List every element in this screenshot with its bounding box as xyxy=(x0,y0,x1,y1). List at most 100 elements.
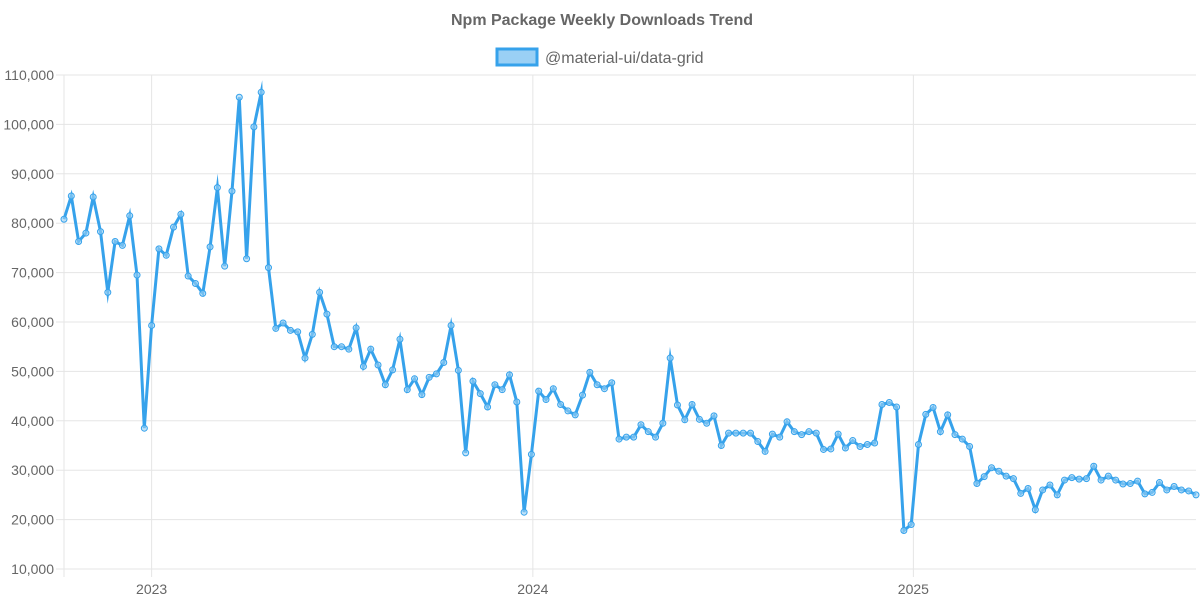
data-point xyxy=(1068,474,1076,482)
data-point xyxy=(257,88,265,96)
data-point xyxy=(323,310,331,318)
data-point xyxy=(213,184,221,192)
y-tick-label: 40,000 xyxy=(11,413,54,429)
data-point xyxy=(352,324,360,332)
data-point xyxy=(659,419,667,427)
data-point xyxy=(97,228,105,236)
data-point xyxy=(425,373,433,381)
data-point xyxy=(82,229,90,237)
data-point xyxy=(1163,486,1171,494)
data-point xyxy=(294,328,302,336)
y-tick-label: 50,000 xyxy=(11,363,54,379)
data-point xyxy=(586,368,594,376)
data-point xyxy=(330,343,338,351)
data-point xyxy=(710,412,718,420)
data-point xyxy=(834,430,842,438)
data-point xyxy=(155,245,163,253)
data-point xyxy=(1119,480,1127,488)
data-point xyxy=(279,319,287,327)
data-point xyxy=(644,428,652,436)
data-point xyxy=(666,354,674,362)
data-point xyxy=(739,429,747,437)
data-point xyxy=(454,366,462,374)
legend[interactable]: @material-ui/data-grid xyxy=(495,47,704,67)
data-point xyxy=(206,243,214,251)
data-point xyxy=(1148,488,1156,496)
data-point xyxy=(768,430,776,438)
data-point xyxy=(615,435,623,443)
data-point xyxy=(527,450,535,458)
data-point xyxy=(703,419,711,427)
data-point xyxy=(1082,475,1090,483)
data-point xyxy=(476,390,484,398)
data-point xyxy=(936,428,944,436)
data-point xyxy=(126,212,134,220)
data-point xyxy=(469,377,477,385)
data-point xyxy=(345,345,353,353)
legend-label[interactable]: @material-ui/data-grid xyxy=(545,50,704,67)
data-point xyxy=(374,361,382,369)
data-point xyxy=(1002,472,1010,480)
x-tick-label: 2023 xyxy=(136,581,167,597)
data-point xyxy=(754,438,762,446)
data-point xyxy=(513,398,521,406)
data-point xyxy=(484,403,492,411)
data-point xyxy=(1009,475,1017,483)
data-point xyxy=(812,429,820,437)
data-point xyxy=(579,391,587,399)
data-point xyxy=(396,335,404,343)
data-point xyxy=(148,321,156,329)
data-point xyxy=(929,403,937,411)
data-point xyxy=(988,464,996,472)
y-tick-label: 110,000 xyxy=(4,67,54,83)
data-point xyxy=(1155,479,1163,487)
data-point xyxy=(1141,490,1149,498)
data-point xyxy=(673,401,681,409)
data-point xyxy=(140,424,148,432)
data-point xyxy=(505,371,513,379)
data-point xyxy=(264,264,272,272)
data-point xyxy=(1017,489,1025,497)
data-point xyxy=(1024,484,1032,492)
data-point xyxy=(1104,472,1112,480)
data-point xyxy=(418,391,426,399)
data-point xyxy=(440,359,448,367)
data-point xyxy=(966,442,974,450)
y-tick-label: 100,000 xyxy=(3,116,54,132)
data-point xyxy=(389,366,397,374)
data-point xyxy=(462,449,470,457)
y-tick-label: 70,000 xyxy=(11,265,54,281)
data-point xyxy=(1061,476,1069,484)
data-point xyxy=(272,324,280,332)
chart-title: Npm Package Weekly Downloads Trend xyxy=(451,12,753,29)
data-point xyxy=(243,255,251,263)
data-point xyxy=(250,123,258,131)
data-point xyxy=(776,433,784,441)
data-point xyxy=(118,241,126,249)
x-tick-label: 2024 xyxy=(517,581,548,597)
x-axis: 2023 2024 2025 xyxy=(136,581,929,597)
data-point xyxy=(301,354,309,362)
data-point xyxy=(608,379,616,387)
y-axis: 10,000 20,000 30,000 40,000 50,000 60,000 70,0… xyxy=(3,67,54,577)
y-tick-label: 90,000 xyxy=(11,166,54,182)
data-point xyxy=(863,441,871,449)
data-point xyxy=(805,428,813,436)
data-point xyxy=(89,193,97,201)
data-point xyxy=(695,415,703,423)
data-point xyxy=(1126,480,1134,488)
gridlines xyxy=(56,74,1196,577)
data-point xyxy=(411,375,419,383)
data-point xyxy=(798,431,806,439)
data-point xyxy=(827,445,835,453)
data-point xyxy=(1053,491,1061,499)
data-point xyxy=(75,237,83,245)
data-point xyxy=(535,387,543,395)
data-point xyxy=(747,429,755,437)
data-point xyxy=(1134,477,1142,485)
data-point xyxy=(593,381,601,389)
legend-swatch[interactable] xyxy=(495,47,539,67)
data-point xyxy=(199,289,207,297)
data-point xyxy=(67,192,75,200)
